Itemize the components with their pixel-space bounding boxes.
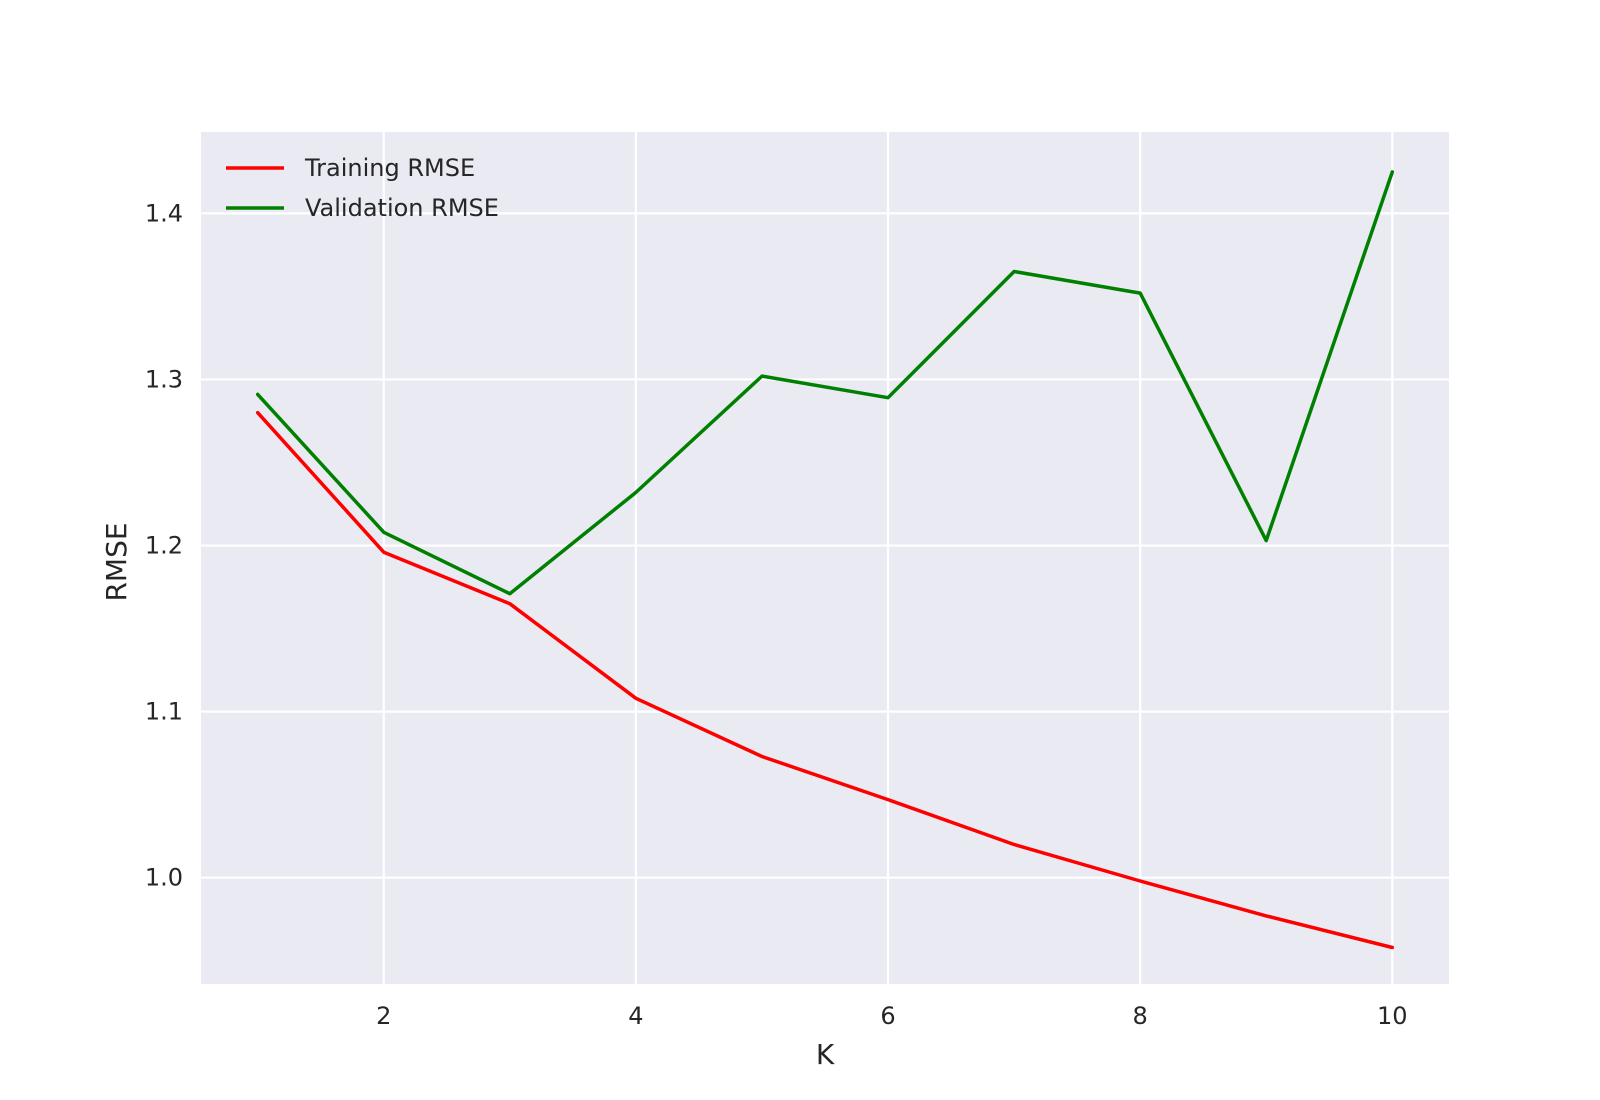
series-lines	[255, 170, 1395, 950]
legend: Training RMSE Validation RMSE	[226, 154, 499, 222]
legend-label: Training RMSE	[304, 154, 475, 182]
y-tick-labels: 1.0 1.1 1.2 1.3 1.4	[145, 199, 183, 891]
y-tick-label: 1.0	[145, 864, 183, 892]
x-axis-label: K	[816, 1038, 835, 1071]
x-tick-labels: 2 4 6 8 10	[376, 1002, 1407, 1030]
series-line-validation	[255, 170, 1395, 596]
x-tick-label: 6	[880, 1002, 895, 1030]
x-tick-label: 8	[1133, 1002, 1148, 1030]
y-tick-label: 1.1	[145, 698, 183, 726]
x-tick-label: 4	[628, 1002, 643, 1030]
grid	[201, 132, 1449, 984]
y-tick-label: 1.3	[145, 365, 183, 393]
x-tick-label: 2	[376, 1002, 391, 1030]
plot-background	[201, 132, 1449, 984]
y-tick-label: 1.4	[145, 199, 183, 227]
x-tick-label: 10	[1377, 1002, 1408, 1030]
legend-label: Validation RMSE	[305, 194, 499, 222]
y-axis-label: RMSE	[100, 522, 133, 601]
y-tick-label: 1.2	[145, 532, 183, 560]
series-line-training	[255, 410, 1395, 950]
